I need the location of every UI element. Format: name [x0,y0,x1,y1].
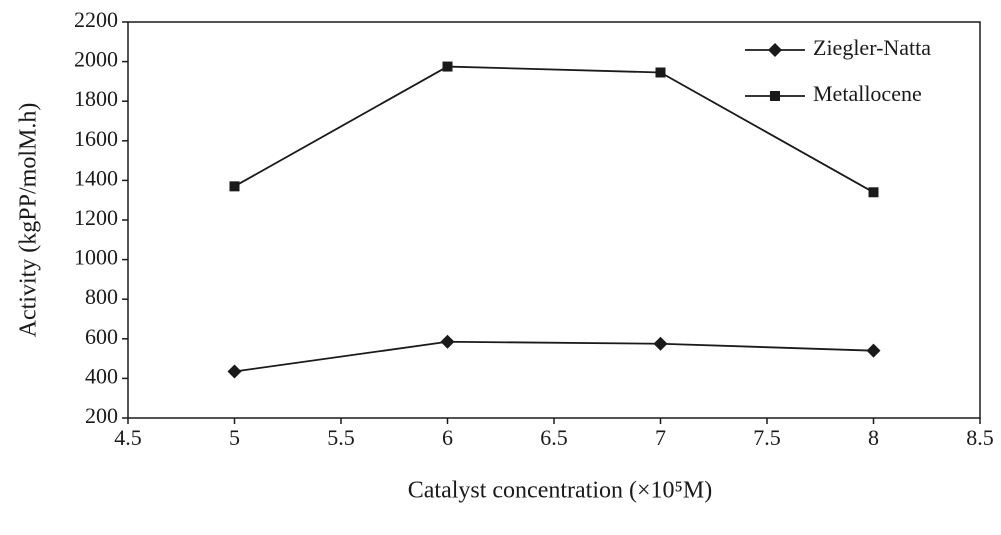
y-tick-label: 1000 [74,245,118,270]
marker [655,67,666,78]
marker [442,61,453,72]
marker [440,334,455,349]
y-tick-label: 200 [85,403,118,428]
x-axis-label: Catalyst concentration (×10⁵M) [408,478,713,504]
x-tick-label: 7.5 [753,425,781,450]
marker [227,364,242,379]
x-tick-label: 6.5 [540,425,568,450]
y-tick-label: 1400 [74,165,118,190]
series-line [234,65,874,194]
x-tick-label: 5 [229,425,240,450]
legend-marker [770,91,780,101]
y-tick-label: 1600 [74,126,118,151]
y-tick-label: 800 [85,284,118,309]
x-tick-label: 8.5 [966,425,994,450]
legend-marker [768,43,782,57]
y-axis-label: Activity (kgPP/molM.h) [16,103,42,338]
y-tick-label: 1800 [74,86,118,111]
marker [653,336,668,351]
y-tick-label: 1200 [74,205,118,230]
y-tick-label: 2200 [74,7,118,32]
series-line [234,340,874,373]
marker [866,343,881,358]
marker [229,181,240,192]
x-tick-label: 6 [442,425,453,450]
y-tick-label: 600 [85,324,118,349]
legend-label: Metallocene [813,81,922,106]
x-tick-label: 8 [868,425,879,450]
legend-label: Ziegler-Natta [813,35,931,60]
x-tick-label: 5.5 [327,425,355,450]
marker [868,187,879,198]
y-tick-label: 400 [85,363,118,388]
x-tick-label: 4.5 [114,425,142,450]
x-tick-label: 7 [655,425,666,450]
y-tick-label: 2000 [74,47,118,72]
